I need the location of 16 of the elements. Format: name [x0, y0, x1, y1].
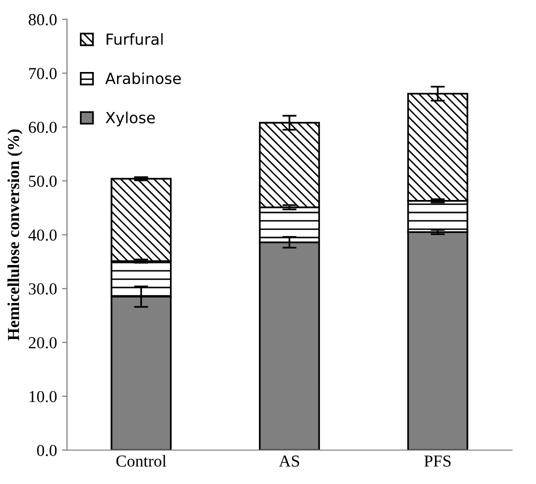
- y-axis-title: Hemicellulose conversion (%): [7, 129, 23, 340]
- y-tick-label: 20.0: [28, 337, 57, 348]
- x-tick-label: PFS: [424, 456, 451, 467]
- y-tick-label: 30.0: [28, 283, 57, 295]
- y-tick-label: 0.0: [37, 444, 57, 456]
- x-tick-label: Control: [116, 454, 166, 467]
- legend-label: Furfural: [106, 33, 163, 45]
- legend-label: Xylose: [106, 112, 155, 126]
- y-tick-label: 40.0: [28, 229, 57, 241]
- y-tick-label: 60.0: [28, 122, 57, 134]
- legend-label: Arabinose: [105, 72, 181, 84]
- y-tick-label: 70.0: [29, 68, 57, 80]
- y-tick-label: 50.0: [29, 176, 57, 187]
- y-tick-label: 10.0: [30, 390, 57, 402]
- y-tick-label: 80.0: [28, 14, 57, 26]
- x-tick-label: AS: [278, 456, 300, 467]
